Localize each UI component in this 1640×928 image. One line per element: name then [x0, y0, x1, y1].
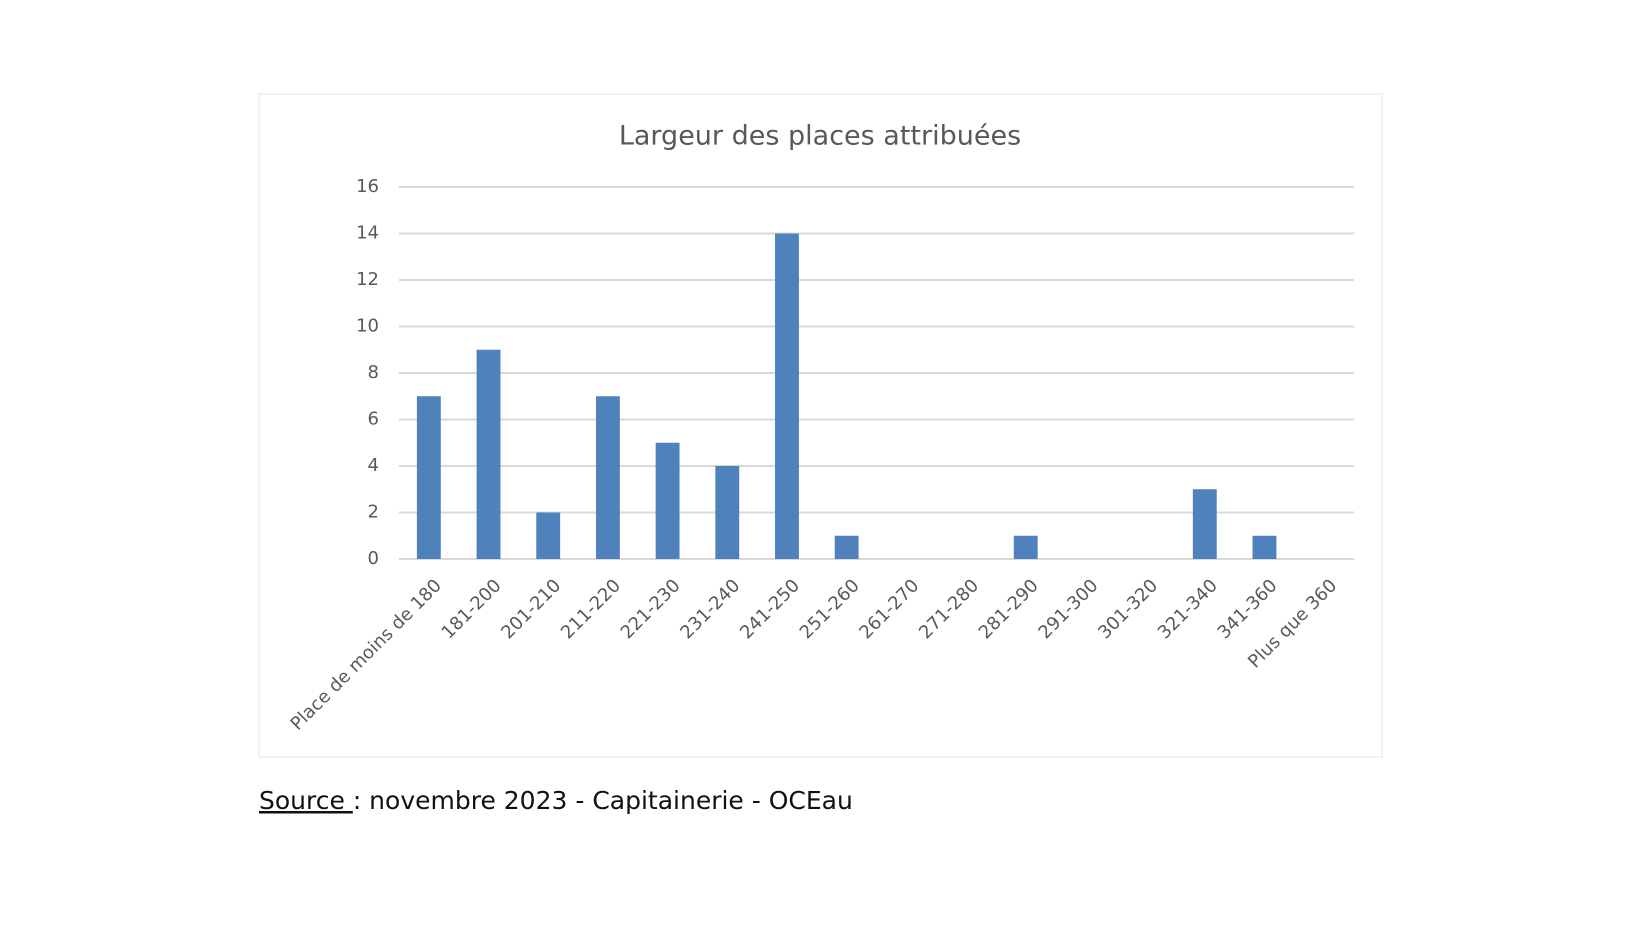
y-tick-label: 16 [356, 176, 379, 197]
bar [416, 396, 441, 559]
bar [834, 535, 859, 559]
y-tick-label: 6 [368, 409, 379, 430]
bar [1252, 535, 1277, 559]
bar [476, 349, 501, 559]
y-tick-label: 8 [368, 362, 379, 383]
bar [655, 442, 680, 559]
y-tick-label: 10 [356, 316, 379, 337]
bar [715, 466, 740, 559]
source: Source : novembre 2023 - Capitainerie - … [259, 786, 853, 815]
y-tick-label: 4 [368, 455, 379, 476]
y-tick-label: 2 [368, 502, 379, 523]
y-tick-label: 12 [356, 269, 379, 290]
chart-title: Largeur des places attribuées [619, 121, 1021, 152]
y-tick-label: 14 [356, 223, 379, 244]
bar [536, 512, 561, 559]
chart-frame [258, 93, 1383, 758]
bar [1192, 489, 1217, 559]
y-tick-label: 0 [368, 548, 379, 569]
source-text: : novembre 2023 - Capitainerie - OCEau [353, 786, 853, 815]
bar [595, 396, 620, 559]
source-label: Source [259, 786, 353, 815]
bar [775, 233, 799, 559]
bar [1013, 535, 1038, 559]
